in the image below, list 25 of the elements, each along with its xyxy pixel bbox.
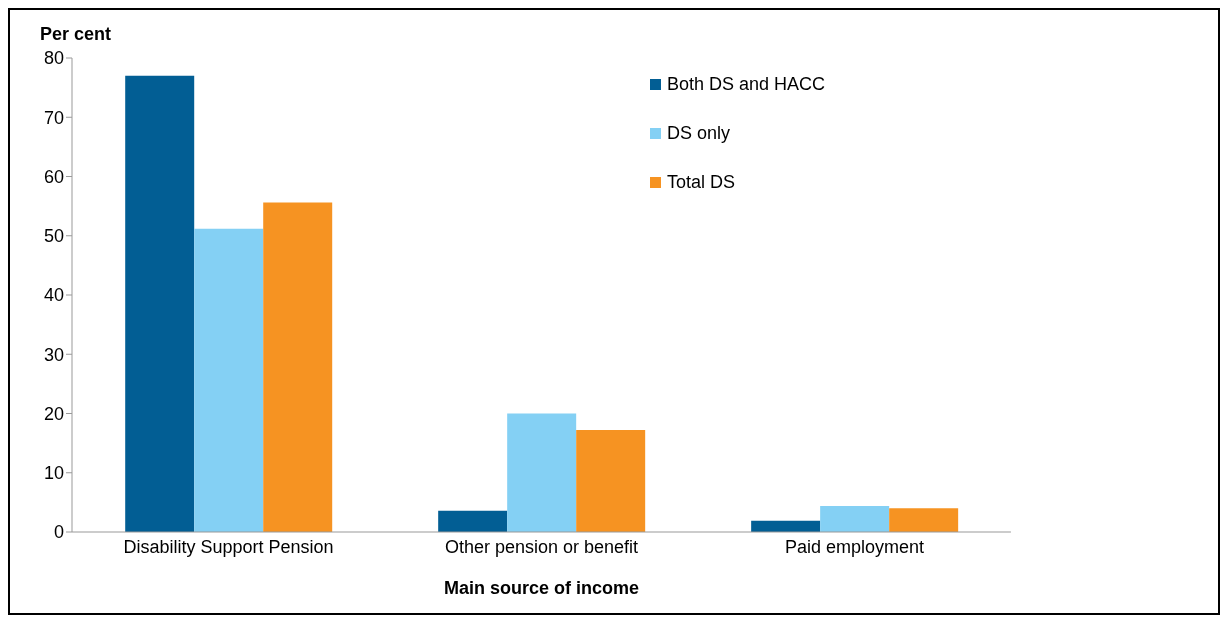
y-tick-label: 10 — [43, 463, 64, 484]
bar — [263, 202, 333, 532]
x-axis-title: Main source of income — [443, 578, 639, 598]
y-tick-label: 70 — [43, 107, 64, 128]
x-tick-label: Disability Support Pension — [123, 536, 334, 557]
y-tick-label: 80 — [43, 48, 64, 69]
bar — [889, 508, 959, 532]
legend-label: DS only — [667, 122, 731, 144]
bar — [576, 430, 646, 532]
y-tick-label: 40 — [43, 285, 64, 306]
bar — [820, 505, 890, 532]
y-tick-label: 20 — [43, 403, 64, 424]
bar — [438, 510, 508, 532]
x-tick-label: Paid employment — [784, 536, 924, 557]
legend-label: Both DS and HACC — [667, 73, 826, 95]
y-axis-title: Per cent — [40, 24, 112, 45]
y-tick-label: 0 — [53, 522, 64, 543]
bar — [507, 413, 577, 532]
y-tick-label: 60 — [43, 166, 64, 187]
bar — [125, 75, 195, 532]
bar — [194, 228, 264, 532]
x-tick-label: Other pension or benefit — [444, 536, 639, 557]
y-tick-label: 30 — [43, 344, 64, 365]
y-tick-label: 50 — [43, 226, 64, 247]
legend-label: Total DS — [667, 171, 736, 193]
